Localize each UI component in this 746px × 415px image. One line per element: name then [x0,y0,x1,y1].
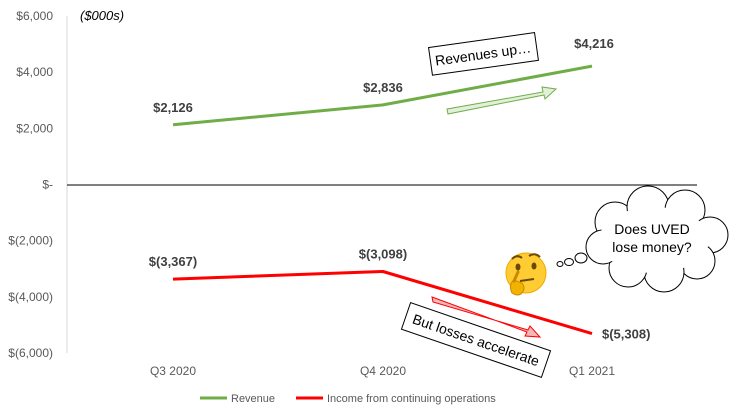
losses-callout: But losses accelerate [400,296,552,378]
y-tick-label: $4,000 [16,65,53,79]
x-tick-label: Q1 2021 [569,364,615,378]
y-tick-label: $6,000 [16,9,53,23]
data-labels: $2,126 $2,836 $4,216 $(3,367) $(3,098) $(5,30… [149,36,651,341]
cloud-text-line2: lose money? [612,239,692,255]
losses-down-arrow [431,296,542,338]
income-data-label: $(5,308) [602,327,650,342]
income-line [172,270,593,336]
y-tick-label: $(6,000) [8,346,53,360]
series-lines [172,64,593,336]
unit-label: ($000s) [80,8,124,23]
thought-cloud: Does UVED lose money? [556,185,729,293]
revenue-data-label: $4,216 [574,36,614,51]
thinking-face-icon [505,252,547,296]
x-axis-labels: Q3 2020 Q4 2020 Q1 2021 [150,364,615,378]
x-tick-label: Q4 2020 [360,364,406,378]
losses-callout-box [400,302,552,378]
legend-entry: Revenue [231,393,275,405]
revenue-data-label: $2,126 [153,100,193,115]
y-axis-ticks: $6,000 $4,000 $2,000 $- $(2,000) $(4,000) $(6,… [8,9,53,360]
y-tick-label: $2,000 [16,121,53,135]
revenue-up-arrow [446,86,558,115]
cloud-text-line1: Does UVED [614,221,689,237]
losses-callout-text: But losses accelerate [410,311,541,370]
revenue-callout: Revenues up… [428,32,558,115]
income-data-label: $(3,098) [359,247,407,262]
y-tick-label: $- [42,178,53,192]
revenue-line [172,64,593,127]
y-tick-label: $(4,000) [8,290,53,304]
legend-entry: Income from continuing operations [327,393,496,405]
revenue-callout-box [428,32,539,76]
x-tick-label: Q3 2020 [150,364,196,378]
revenue-data-label: $2,836 [363,80,403,95]
income-data-label: $(3,367) [149,254,197,269]
legend: Revenue Income from continuing operations [200,393,496,405]
y-tick-label: $(2,000) [8,234,53,248]
